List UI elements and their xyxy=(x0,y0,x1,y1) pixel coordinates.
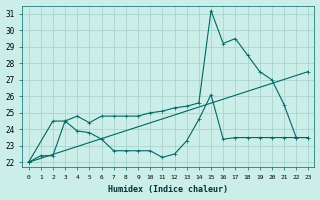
X-axis label: Humidex (Indice chaleur): Humidex (Indice chaleur) xyxy=(108,185,228,194)
